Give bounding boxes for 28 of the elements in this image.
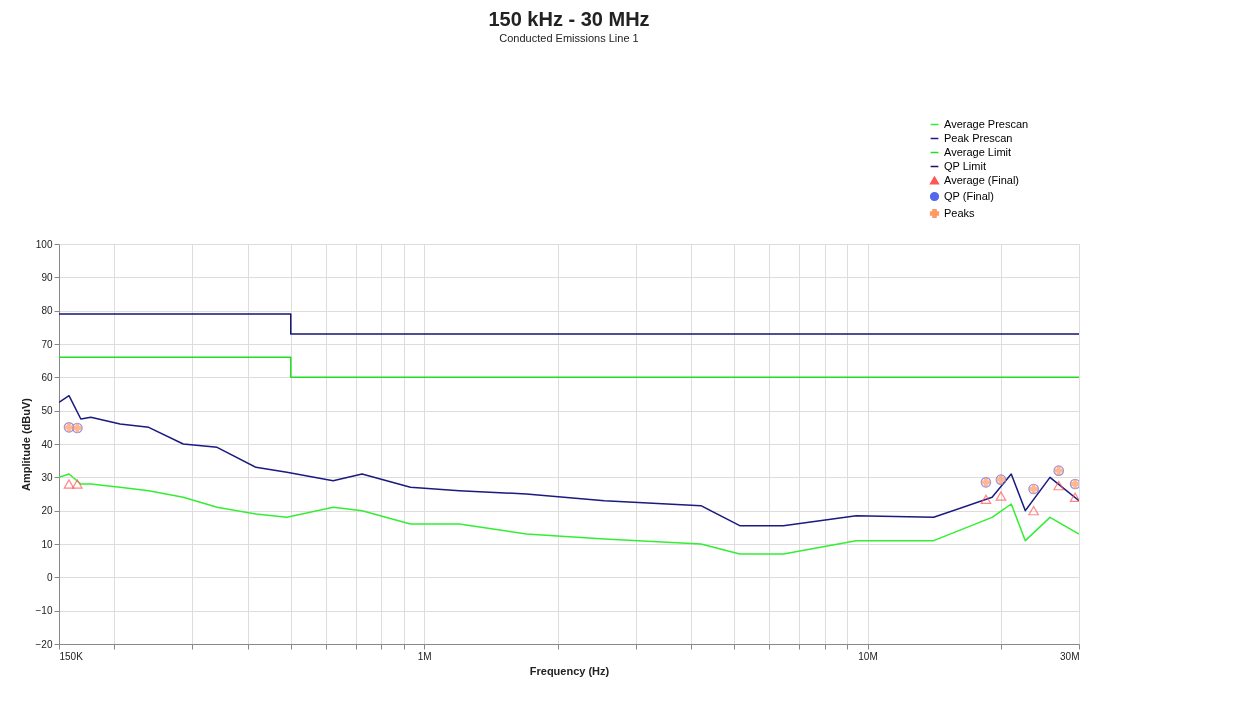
legend-label: Peak Prescan bbox=[944, 131, 1013, 144]
y-tick-label: 50 bbox=[41, 405, 53, 417]
y-tick-label: 0 bbox=[46, 571, 53, 583]
x-tick-label: 150K bbox=[59, 650, 84, 662]
y-tick-label: 40 bbox=[41, 438, 53, 450]
y-tick-label: 80 bbox=[41, 305, 53, 317]
y-tick-label: 30 bbox=[41, 471, 53, 483]
y-axis-title: Amplitude (dBuV) bbox=[19, 397, 32, 491]
chart-title: 150 kHz - 30 MHz bbox=[488, 8, 650, 30]
x-axis-title: Frequency (Hz) bbox=[529, 664, 610, 677]
y-tick-label: 100 bbox=[35, 238, 53, 250]
legend-label: QP (Final) bbox=[944, 189, 994, 202]
y-tick-label: 70 bbox=[41, 338, 53, 350]
legend-label: Average (Final) bbox=[944, 173, 1019, 186]
x-tick-label: 10M bbox=[858, 650, 878, 662]
legend-label: Peaks bbox=[944, 206, 976, 219]
y-tick-label: 20 bbox=[41, 505, 53, 517]
x-tick-label: 30M bbox=[1060, 650, 1080, 662]
y-tick-label: −20 bbox=[35, 638, 53, 650]
y-tick-label: 10 bbox=[41, 538, 53, 550]
legend-label: Average Limit bbox=[944, 145, 1012, 158]
legend-label: QP Limit bbox=[944, 159, 986, 172]
y-tick-label: 90 bbox=[41, 271, 53, 283]
x-tick-label: 1M bbox=[417, 650, 432, 662]
y-tick-label: 60 bbox=[41, 371, 53, 383]
chart-subtitle: Conducted Emissions Line 1 bbox=[499, 32, 639, 44]
y-tick-label: −10 bbox=[35, 605, 53, 617]
legend-label: Average Prescan bbox=[944, 117, 1029, 130]
